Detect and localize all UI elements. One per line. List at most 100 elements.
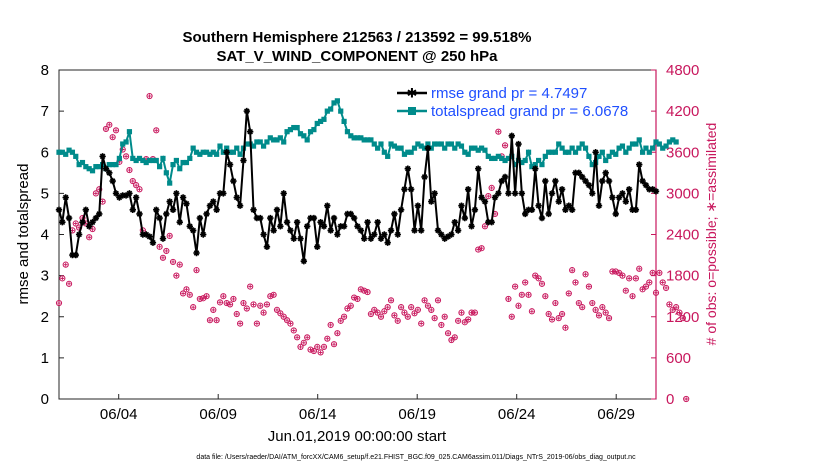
spread-point xyxy=(532,161,538,168)
obs-point xyxy=(431,315,438,322)
rmse-point xyxy=(283,218,291,226)
obs-point xyxy=(176,261,183,268)
spread-point xyxy=(512,161,518,168)
obs-assimilated-mark xyxy=(194,268,199,272)
rmse-point xyxy=(602,169,609,177)
spread-point xyxy=(364,137,371,143)
rmse-point xyxy=(183,200,190,207)
obs-point xyxy=(307,346,314,353)
spread-point xyxy=(146,157,153,164)
spread-point xyxy=(133,157,139,164)
x-tick-label: 06/24 xyxy=(498,406,536,423)
obs-assimilated-mark xyxy=(473,310,477,315)
obs-assimilated-mark xyxy=(161,256,165,260)
obs-point xyxy=(589,299,596,307)
spread-point xyxy=(656,141,662,147)
spread-point xyxy=(606,153,612,159)
obs-point xyxy=(102,125,110,133)
spread-point xyxy=(301,133,307,139)
right-tick-label: 2400 xyxy=(666,227,699,244)
spread-point xyxy=(478,145,485,151)
spread-point xyxy=(143,159,149,166)
rmse-point xyxy=(156,214,163,222)
obs-point xyxy=(636,265,643,272)
rmse-point xyxy=(545,210,552,218)
obs-point xyxy=(86,234,93,241)
obs-point xyxy=(545,310,552,318)
obs-point xyxy=(250,301,257,308)
rmse-point xyxy=(565,202,572,209)
obs-assimilated-mark xyxy=(603,310,608,315)
spread-point xyxy=(56,149,62,155)
spread-point xyxy=(96,164,102,170)
rmse-point xyxy=(498,177,505,185)
rmse-point xyxy=(62,194,69,201)
obs-assimilated-mark xyxy=(597,313,601,318)
legend: ✱ rmse grand pr = 4.7497 totalspread gra… xyxy=(397,85,628,120)
obs-assimilated-mark xyxy=(67,282,71,286)
spread-point xyxy=(435,141,441,147)
rmse-point xyxy=(619,190,626,197)
obs-point xyxy=(391,312,398,319)
spread-point xyxy=(411,145,418,151)
obs-point xyxy=(673,304,680,311)
rmse-point xyxy=(491,194,499,201)
obs-assimilated-mark xyxy=(325,336,330,341)
spread-point xyxy=(287,127,294,133)
obs-assimilated-mark xyxy=(211,308,216,312)
obs-assimilated-mark xyxy=(637,266,642,271)
rmse-point xyxy=(357,227,365,234)
rmse-point xyxy=(75,231,83,238)
rmse-point xyxy=(377,235,385,242)
obs-point xyxy=(55,299,63,307)
spread-point xyxy=(264,139,270,145)
obs-assimilated-mark xyxy=(577,301,581,305)
obs-assimilated-mark xyxy=(624,288,628,293)
obs-assimilated-mark xyxy=(509,314,514,319)
rmse-point xyxy=(85,223,93,230)
spread-point xyxy=(274,137,280,143)
rmse-point xyxy=(451,218,458,226)
spread-point xyxy=(116,155,122,162)
rmse-point xyxy=(273,206,281,214)
left-tick-label: 6 xyxy=(41,144,49,161)
x-axis-ticks: 06/04 06/09 06/14 06/19 06/24 06/29 xyxy=(100,394,635,423)
obs-point xyxy=(166,232,173,239)
rmse-point xyxy=(233,194,240,201)
obs-point xyxy=(548,316,556,323)
obs-point xyxy=(542,293,549,300)
rmse-point xyxy=(317,218,324,226)
spread-point xyxy=(385,153,391,159)
obs-assimilated-mark xyxy=(188,293,192,297)
obs-point xyxy=(156,243,163,250)
spread-point xyxy=(76,161,82,168)
obs-point xyxy=(441,313,448,320)
obs-point xyxy=(327,321,334,329)
rmse-point xyxy=(589,190,596,197)
spread-point xyxy=(566,149,572,155)
left-tick-label: 1 xyxy=(41,350,49,367)
obs-assimilated-mark xyxy=(60,276,65,281)
rmse-point xyxy=(615,194,623,201)
rmse-point xyxy=(585,181,593,189)
rmse-point xyxy=(421,173,428,181)
obs-point xyxy=(190,304,197,311)
spread-point xyxy=(348,133,354,139)
obs-assimilated-mark xyxy=(342,314,346,319)
spread-point xyxy=(442,145,448,151)
obs-assimilated-mark xyxy=(241,301,246,305)
obs-assimilated-mark xyxy=(228,302,232,307)
obs-point xyxy=(223,299,230,307)
spread-point xyxy=(519,159,525,166)
spread-point xyxy=(509,153,515,159)
spread-point xyxy=(260,143,267,149)
rmse-point xyxy=(418,227,425,234)
obs-point xyxy=(676,309,683,316)
rmse-point xyxy=(59,218,66,226)
spread-point xyxy=(633,141,639,147)
obs-point xyxy=(632,275,639,282)
obs-assimilated-mark xyxy=(345,306,350,311)
spread-point xyxy=(401,151,408,157)
rmse-point xyxy=(347,210,354,218)
rmse-point xyxy=(203,210,210,218)
